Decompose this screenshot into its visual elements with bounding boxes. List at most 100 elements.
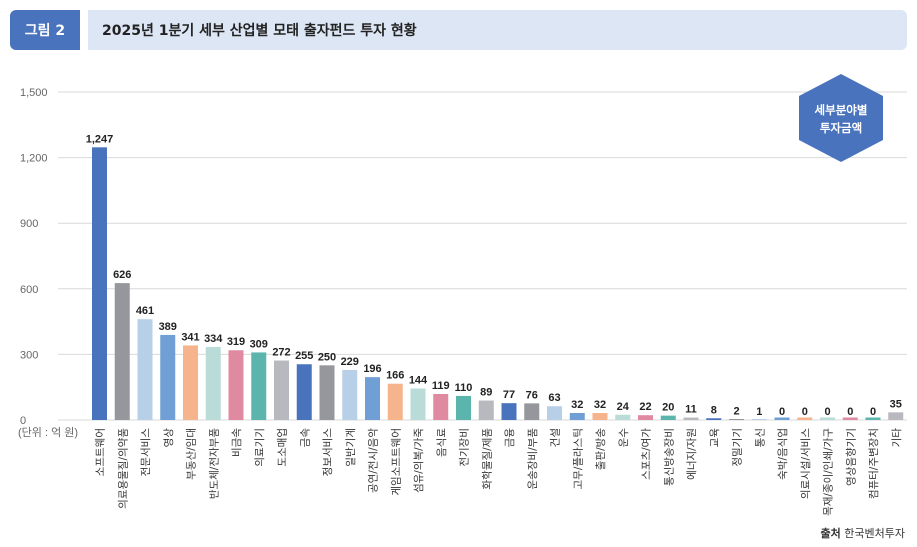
figure-label: 그림 2 [10, 10, 80, 50]
x-tick-label: 영상 [163, 428, 175, 448]
data-label: 0 [824, 406, 830, 418]
data-label: 11 [685, 404, 697, 416]
bar [797, 417, 813, 420]
data-label: 8 [711, 404, 717, 416]
bar [774, 417, 790, 420]
data-label: 626 [113, 269, 131, 281]
bar [274, 360, 289, 420]
x-tick-label: 의료기기 [254, 428, 266, 467]
bar [569, 413, 585, 420]
x-tick-label: 통신방송장비 [663, 428, 675, 486]
source-note: 출처 한국벤처투자 [821, 525, 905, 541]
x-tick-label: 음식료 [436, 428, 448, 457]
data-label: 389 [159, 321, 177, 333]
legend-badge-line2: 투자금액 [820, 121, 862, 135]
data-label: 461 [136, 305, 154, 317]
data-label: 32 [571, 399, 583, 411]
x-tick-label: 정보서비스 [322, 428, 334, 477]
data-label: 229 [341, 356, 359, 368]
x-tick-label: 화학물질/제품 [481, 428, 493, 490]
bar [456, 395, 471, 420]
x-tick-label: 컴퓨터/주변장치 [868, 428, 880, 499]
data-label: 76 [526, 389, 538, 401]
y-tick-label: 0 [20, 415, 26, 427]
x-tick-label: 교육 [709, 428, 721, 448]
bar [251, 352, 267, 420]
x-tick-label: 기타 [891, 428, 903, 448]
bar [615, 414, 631, 420]
bar [547, 406, 562, 420]
chart-title: 2025년 1분기 세부 산업별 모태 출자펀드 투자 현황 [88, 10, 907, 50]
data-label: 119 [432, 380, 450, 392]
x-tick-label: 금융 [504, 428, 516, 448]
x-tick-label: 정밀기기 [732, 428, 744, 467]
y-tick-label: 600 [20, 284, 38, 296]
data-label: 196 [363, 363, 381, 375]
data-label: 22 [639, 401, 651, 413]
x-tick-label: 도소매업 [276, 428, 289, 467]
bar [183, 345, 198, 420]
data-label: 0 [870, 406, 876, 418]
bar [433, 393, 449, 420]
bar [729, 419, 744, 420]
y-tick-label: 900 [20, 218, 38, 230]
x-tick-label: 운송장비/부품 [527, 428, 539, 490]
data-label: 144 [409, 375, 428, 387]
data-label: 0 [802, 406, 808, 418]
x-tick-label: 통신 [754, 428, 766, 447]
bar [137, 319, 153, 420]
source-text: 한국벤처투자 [844, 527, 905, 540]
y-tick-label: 300 [20, 349, 38, 361]
bar [592, 413, 608, 420]
x-tick-label: 의료용물질/의약품 [117, 428, 129, 509]
hexagon-shape [799, 74, 883, 162]
x-tick-label: 목재/종이/인쇄/가구 [823, 428, 835, 516]
data-label: 250 [318, 351, 336, 363]
data-label: 255 [295, 350, 313, 362]
y-tick-label: 1,200 [20, 153, 48, 165]
x-tick-label: 금속 [299, 428, 311, 448]
source-label: 출처 [820, 527, 841, 540]
data-label: 166 [386, 370, 404, 382]
bar [205, 346, 221, 420]
x-tick-label: 공연/전시/음악 [368, 428, 380, 493]
x-tick-label: 소프트웨어 [95, 428, 107, 476]
x-tick-label: 숙박/음식업 [776, 428, 789, 480]
x-tick-label: 의료시설/서비스 [800, 428, 812, 499]
bar [342, 369, 358, 420]
data-label: 334 [204, 333, 223, 345]
data-label: 341 [181, 331, 199, 343]
data-label: 0 [847, 406, 853, 418]
bar [410, 388, 426, 420]
data-label: 1,247 [86, 133, 114, 145]
data-label: 309 [250, 338, 268, 350]
data-label: 35 [890, 398, 902, 410]
bar [92, 147, 107, 420]
figure-header: 그림 2 2025년 1분기 세부 산업별 모태 출자펀드 투자 현황 [10, 10, 907, 50]
x-tick-label: 섬유/의복/가죽 [413, 428, 425, 493]
bar [865, 417, 881, 420]
bar [501, 403, 517, 420]
bar [660, 415, 676, 420]
data-label: 2 [733, 406, 739, 418]
data-label: 63 [548, 392, 560, 404]
bar [842, 417, 858, 420]
x-tick-label: 에너지/자원 [686, 428, 698, 480]
x-tick-label: 전문서비스 [140, 428, 152, 477]
bar [524, 403, 540, 420]
bar [114, 283, 130, 420]
bar [160, 334, 176, 420]
data-label: 32 [594, 399, 606, 411]
x-tick-label: 전기장비 [459, 428, 471, 467]
x-tick-label: 게임소프트웨어 [389, 428, 402, 496]
x-tick-label: 고무/플라스틱 [572, 428, 584, 490]
bar [478, 400, 494, 420]
bar [820, 417, 835, 420]
bar [365, 377, 380, 420]
bar [638, 415, 653, 420]
bar [387, 383, 403, 420]
data-label: 1 [756, 406, 762, 418]
data-label: 77 [503, 389, 515, 401]
x-tick-label: 비금속 [231, 428, 243, 457]
